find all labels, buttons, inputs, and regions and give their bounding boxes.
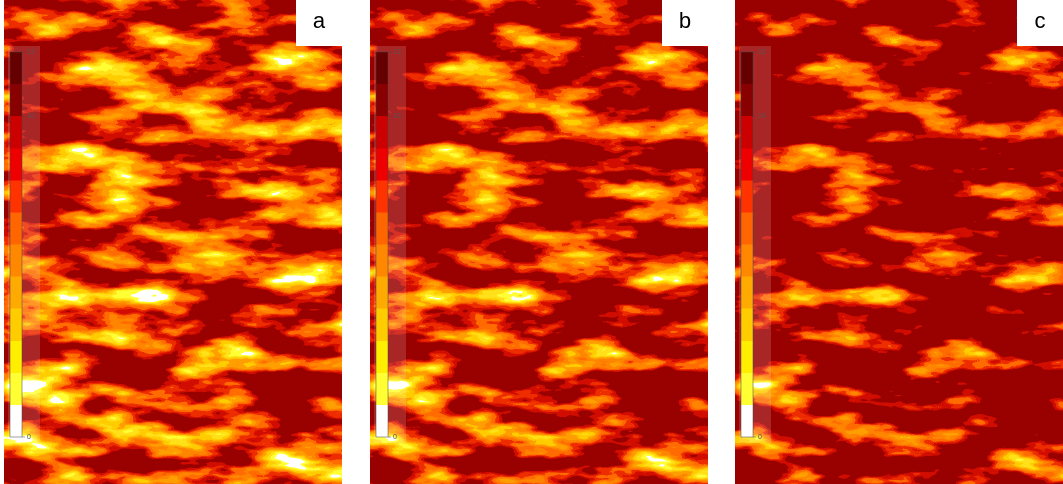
- contour-map: [735, 0, 1063, 484]
- map-panel: a 12 10 0: [4, 0, 342, 484]
- colorbar-tick-label: 0: [27, 434, 31, 441]
- contour-map: [370, 0, 708, 484]
- colorbar-tick-label: 12: [27, 49, 35, 56]
- panel-label: c: [1035, 8, 1046, 33]
- colorbar: [375, 51, 389, 438]
- colorbar-tick-label: 10: [27, 113, 35, 120]
- label-box: [662, 0, 708, 46]
- panel-label: a: [313, 8, 326, 33]
- colorbar-tick-label: 0: [758, 434, 762, 441]
- colorbar-tick-label: 0: [393, 434, 397, 441]
- label-box: [1017, 0, 1063, 46]
- colorbar-tick-label: 10: [393, 113, 401, 120]
- colorbar-tick-label: 12: [758, 49, 766, 56]
- map-panel: c 12 10 0: [735, 0, 1063, 484]
- colorbar-tick-label: 12: [393, 49, 401, 56]
- colorbar: [740, 51, 754, 438]
- label-box: [296, 0, 342, 46]
- contour-map: [4, 0, 342, 484]
- panel-label: b: [679, 8, 691, 33]
- colorbar: [9, 51, 23, 438]
- map-panel: b 12 10 0: [370, 0, 708, 484]
- colorbar-tick-label: 10: [758, 113, 766, 120]
